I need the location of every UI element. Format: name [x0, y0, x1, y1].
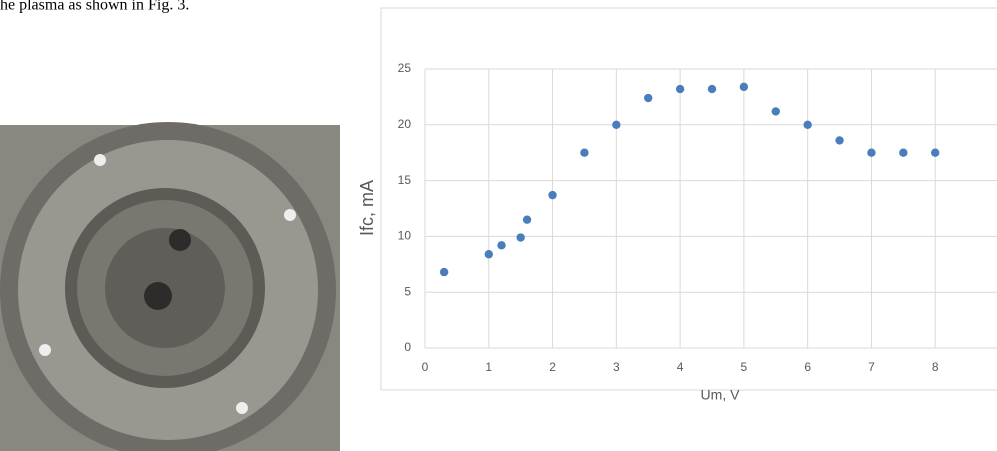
point	[867, 149, 875, 157]
x-tick-label: 6	[804, 360, 811, 374]
y-tick-label: 25	[398, 61, 412, 75]
chart: 0 5 10 15 20 25 0 1 2 3 4 5 6 7 8	[398, 61, 997, 374]
chart-border	[381, 8, 997, 390]
y-tick-label: 0	[404, 340, 411, 354]
point	[523, 215, 531, 223]
y-tick-label: 20	[398, 117, 412, 131]
point	[772, 107, 780, 115]
point	[440, 268, 448, 276]
figure: he plasma as shown in Fig. 3. 0510152025…	[0, 0, 997, 451]
x-tick-label: 3	[613, 360, 620, 374]
point	[803, 121, 811, 129]
x-tick-label: 8	[932, 360, 939, 374]
point	[740, 83, 748, 91]
y-tick-label: 5	[404, 284, 411, 298]
point	[485, 250, 493, 258]
point	[835, 136, 843, 144]
point	[516, 233, 524, 241]
x-tick-label: 5	[741, 360, 748, 374]
x-tick-label: 4	[677, 360, 684, 374]
point	[644, 94, 652, 102]
point	[931, 149, 939, 157]
y-axis-label: Ifc, mA	[357, 180, 377, 236]
point	[580, 149, 588, 157]
page: he plasma as shown in Fig. 3. 0510152025…	[0, 0, 997, 451]
x-tick-label: 0	[422, 360, 429, 374]
x-tick-label: 2	[549, 360, 556, 374]
point	[899, 149, 907, 157]
x-axis-label: Um, V	[701, 387, 741, 403]
y-tick-label: 15	[398, 173, 412, 187]
point	[497, 241, 505, 249]
photo	[0, 122, 340, 451]
body-text: he plasma as shown in Fig. 3.	[0, 0, 189, 14]
point	[612, 121, 620, 129]
point	[676, 85, 684, 93]
point	[708, 85, 716, 93]
x-tick-label: 7	[868, 360, 875, 374]
point	[548, 191, 556, 199]
x-tick-label: 1	[485, 360, 492, 374]
y-tick-label: 10	[398, 229, 412, 243]
